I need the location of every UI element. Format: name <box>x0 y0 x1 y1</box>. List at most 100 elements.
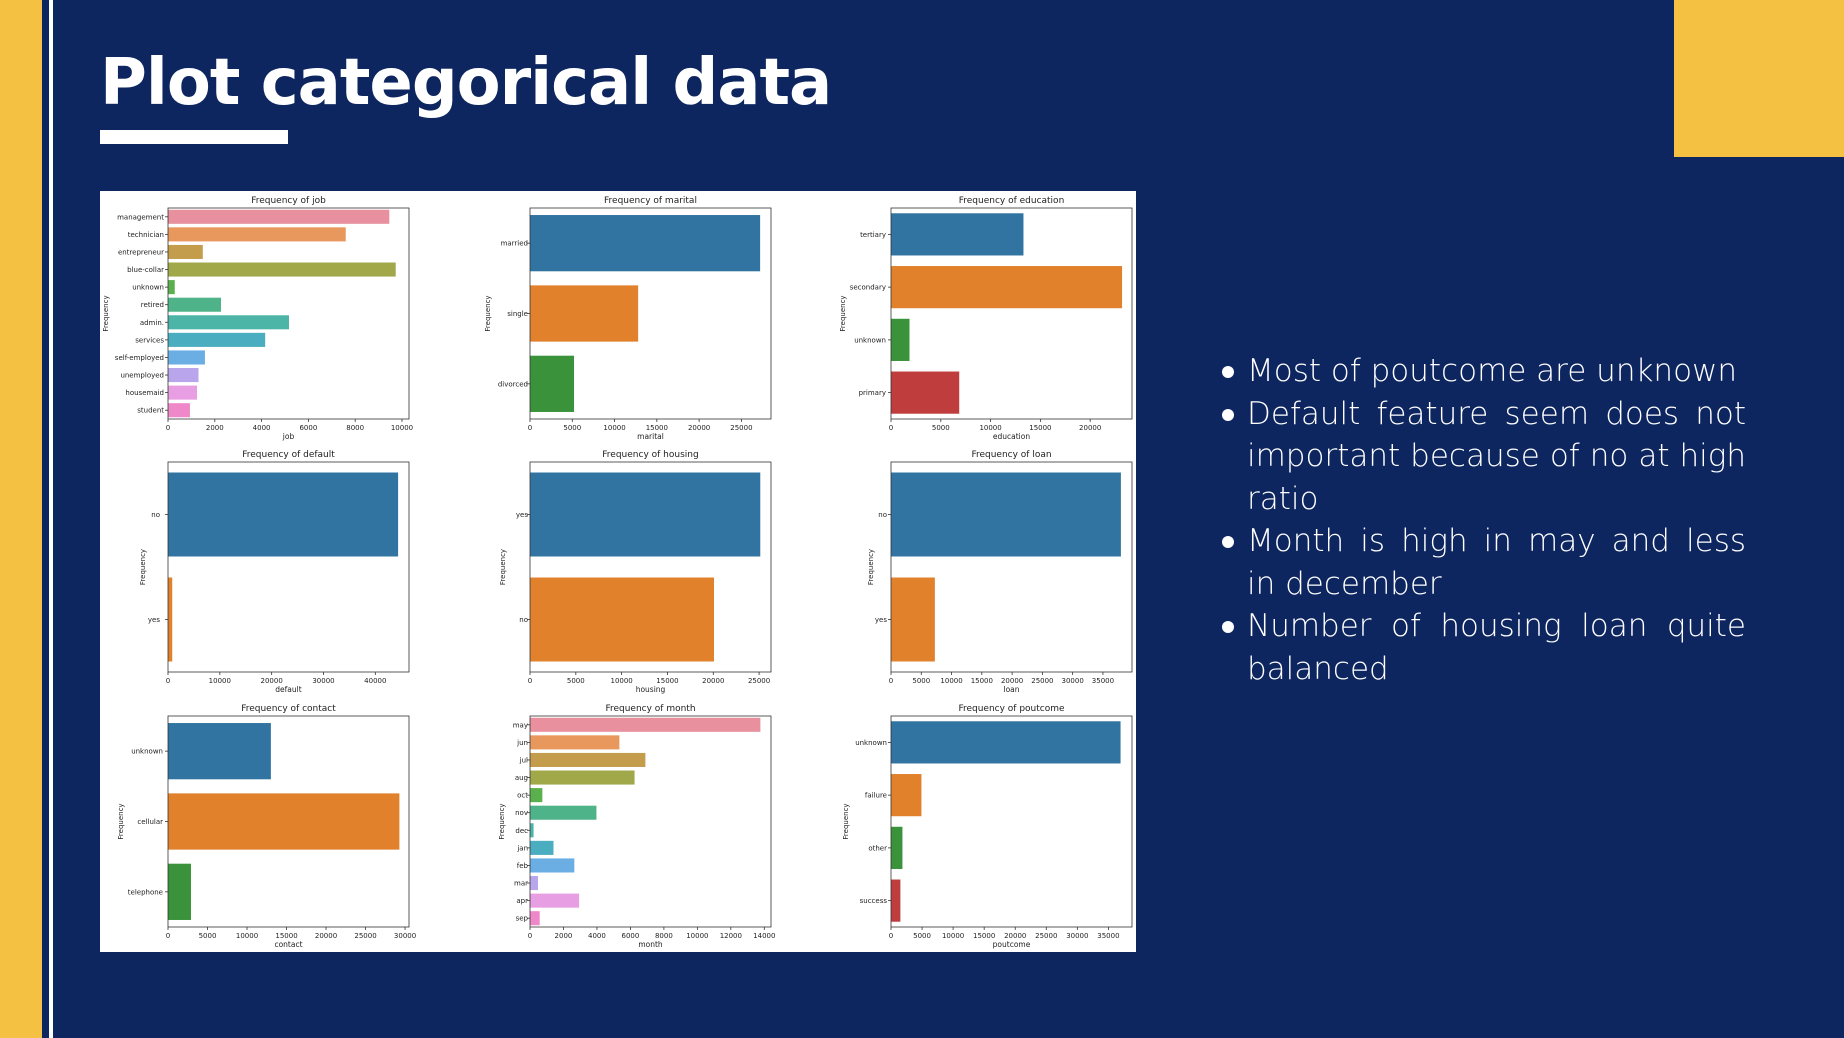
category-tick-label: failure <box>865 792 887 800</box>
x-tick-label: 20000 <box>1079 424 1101 432</box>
x-tick-label: 15000 <box>646 424 668 432</box>
x-tick-label: 15000 <box>656 677 678 685</box>
category-tick-label: dec <box>515 827 528 835</box>
bar <box>530 858 575 873</box>
x-tick-label: 20000 <box>702 677 724 685</box>
category-tick-label: feb <box>517 862 529 870</box>
chart-figure: Frequency of job management technician entr… <box>100 191 1136 952</box>
subplot-title: Frequency of contact <box>241 704 336 714</box>
y-axis-label: Frequency <box>839 295 847 331</box>
bar <box>530 893 580 908</box>
x-tick-label: 5000 <box>913 932 931 940</box>
x-tick-label: 15000 <box>1029 424 1051 432</box>
y-axis-label: Frequency <box>499 549 507 585</box>
x-tick-label: 30000 <box>1066 932 1088 940</box>
subplot-default: Frequency of default no yes 0 10000 20000 3000… <box>139 450 410 694</box>
bar <box>891 826 903 869</box>
category-tick-label: nov <box>515 809 528 817</box>
category-tick-label: telephone <box>128 888 163 896</box>
category-tick-label: no <box>878 511 887 519</box>
category-tick-label: may <box>513 721 528 729</box>
x-tick-label: 30000 <box>312 677 334 685</box>
x-tick-label: 10000 <box>686 932 708 940</box>
x-axis-label: poutcome <box>993 940 1031 949</box>
plot-frame <box>167 715 410 928</box>
category-tick-label: sep <box>516 915 529 923</box>
bar <box>891 266 1123 309</box>
category-tick-label: unknown <box>131 748 163 756</box>
plot-frame <box>890 207 1133 420</box>
category-tick-label: student <box>137 407 164 415</box>
x-tick-label: 6000 <box>622 932 640 940</box>
category-tick-label: primary <box>859 389 886 397</box>
category-tick-label: no <box>151 511 160 519</box>
category-tick-label: unknown <box>132 284 164 292</box>
x-axis-label: marital <box>637 432 664 441</box>
bar <box>530 911 540 926</box>
chart-grid-svg: Frequency of job management technician entr… <box>102 196 1133 949</box>
bar <box>168 385 198 400</box>
x-tick-label: 0 <box>166 424 170 432</box>
x-tick-label: 25000 <box>1031 677 1053 685</box>
subplot-loan: Frequency of loan no yes 0 5000 10000 15000 200… <box>867 450 1133 694</box>
bar <box>530 823 534 838</box>
plot-frame <box>167 207 410 420</box>
x-tick-label: 20000 <box>261 677 283 685</box>
bar <box>530 717 761 732</box>
category-tick-label: aug <box>515 774 528 782</box>
subplot-title: Frequency of education <box>959 196 1065 206</box>
x-axis-label: month <box>638 940 663 949</box>
bar <box>530 472 761 557</box>
category-tick-label: retired <box>141 301 164 309</box>
x-tick-label: 5000 <box>199 932 217 940</box>
category-tick-label: management <box>117 213 164 221</box>
x-tick-label: 40000 <box>364 677 386 685</box>
x-tick-label: 10000 <box>979 424 1001 432</box>
x-axis-label: default <box>275 685 301 694</box>
category-tick-label: admin. <box>140 319 164 327</box>
category-tick-label: unknown <box>855 739 887 747</box>
bullet-item: Most of poutcome are unknown <box>1222 350 1746 393</box>
x-tick-label: 8000 <box>346 424 364 432</box>
plot-frame <box>529 207 772 420</box>
bar <box>891 577 935 662</box>
bullet-list: Most of poutcome are unknown Default fea… <box>1222 350 1746 690</box>
bar <box>530 355 575 412</box>
x-axis-label: housing <box>636 685 666 694</box>
subplot-title: Frequency of poutcome <box>958 704 1065 714</box>
category-tick-label: blue-collar <box>127 266 164 274</box>
plot-frame <box>167 461 410 673</box>
bullet-item: Default feature seem does not important … <box>1222 393 1746 521</box>
subplot-education: Frequency of education tertiary secondary u… <box>839 196 1133 441</box>
category-tick-label: success <box>860 897 888 905</box>
x-tick-label: 10000 <box>942 932 964 940</box>
bar <box>530 788 543 803</box>
bar <box>168 227 346 242</box>
subplot-contact: Frequency of contact unknown cellular telep… <box>117 704 416 949</box>
x-tick-label: 30000 <box>394 932 416 940</box>
bar <box>530 215 761 272</box>
subplot-title: Frequency of month <box>605 704 695 714</box>
plot-frame <box>529 715 772 928</box>
x-tick-label: 10000 <box>391 424 413 432</box>
category-tick-label: cellular <box>137 818 163 826</box>
subplot-title: Frequency of marital <box>604 196 697 206</box>
bullet-item: Number of housing loan quite balanced <box>1222 605 1746 690</box>
x-tick-label: 5000 <box>563 424 581 432</box>
category-tick-label: technician <box>128 231 164 239</box>
bar <box>891 472 1121 557</box>
category-tick-label: tertiary <box>860 231 886 239</box>
x-tick-label: 20000 <box>1001 677 1023 685</box>
x-tick-label: 5000 <box>567 677 585 685</box>
category-tick-label: secondary <box>850 284 886 292</box>
category-tick-label: yes <box>516 511 528 519</box>
slide-title: Plot categorical data <box>100 46 832 120</box>
y-axis-label: Frequency <box>498 803 506 839</box>
plot-frame <box>890 715 1133 928</box>
category-tick-label: yes <box>148 616 160 624</box>
bar <box>891 774 922 817</box>
bar <box>168 209 390 224</box>
subplot-housing: Frequency of housing yes no 0 5000 10000 15000… <box>499 450 772 694</box>
bar <box>891 213 1024 256</box>
category-tick-label: unknown <box>854 336 886 344</box>
